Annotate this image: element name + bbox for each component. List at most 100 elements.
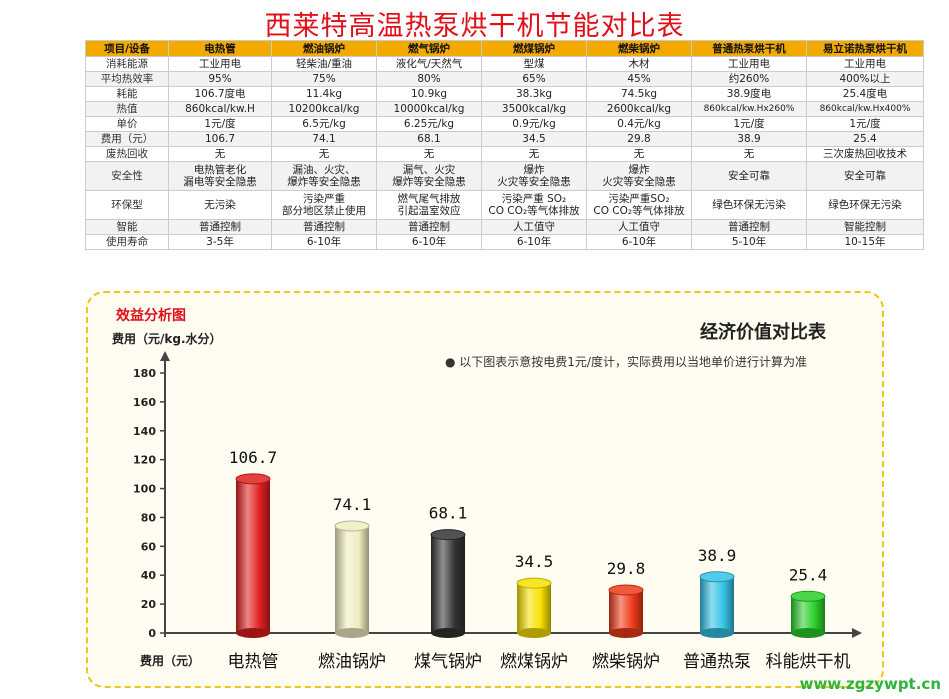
bar-base	[517, 628, 551, 638]
y-axis-unit-label: 费用（元/kg.水分）	[112, 332, 222, 346]
table-cell: 106.7度电	[168, 86, 272, 102]
table-cell: 工业用电	[168, 56, 272, 72]
table-cell: 1元/度	[168, 116, 272, 132]
table-cell: 漏气、火灾 爆炸等安全隐患	[376, 161, 482, 191]
bar	[516, 577, 552, 638]
table-cell: 34.5	[481, 131, 587, 147]
row-label-cell: 安全性	[85, 161, 169, 191]
x-category-label: 电热管	[228, 652, 279, 672]
table-row: 单价 1元/度 6.5元/kg 6.25元/kg 0.9元/kg 0.4元/kg 1元/度 1…	[85, 116, 924, 132]
bar-base	[609, 628, 643, 638]
table-cell: 2600kcal/kg	[586, 101, 692, 117]
table-cell: 型煤	[481, 56, 587, 72]
table-cell: 38.9	[691, 131, 807, 147]
table-cell: 普通控制	[691, 219, 807, 235]
bar	[699, 571, 735, 638]
table-cell: 6-10年	[481, 234, 587, 250]
table-header-cell: 电热管	[168, 40, 272, 57]
bar	[790, 590, 826, 638]
y-axis-arrow	[160, 351, 170, 361]
row-label-cell: 平均热效率	[85, 71, 169, 87]
comparison-table: 项目/设备 电热管 燃油锅炉 燃气锅炉 燃煤锅炉 燃柴锅炉 普通热泵烘干机 易立诺热泵烘干机 …	[85, 40, 924, 250]
chart-panel	[86, 291, 884, 688]
table-cell: 无污染	[168, 190, 272, 220]
table-cell: 约260%	[691, 71, 807, 87]
x-category-label: 燃油锅炉	[318, 652, 386, 672]
table-cell: 5-10年	[691, 234, 807, 250]
bar-body	[609, 589, 643, 633]
bar-base	[431, 628, 465, 638]
table-cell: 6-10年	[271, 234, 377, 250]
y-tick-label: 0	[148, 627, 156, 640]
table-cell: 95%	[168, 71, 272, 87]
y-tick-label: 180	[133, 367, 156, 380]
bar-body	[517, 583, 551, 633]
bar-cap	[790, 590, 826, 602]
x-axis-arrow	[852, 628, 862, 638]
bar-body	[236, 478, 270, 633]
row-label-cell: 耗能	[85, 86, 169, 102]
x-category-label: 普通热泵	[683, 652, 751, 672]
row-label-cell: 使用寿命	[85, 234, 169, 250]
table-cell: 74.5kg	[586, 86, 692, 102]
table-cell: 400%以上	[806, 71, 924, 87]
table-cell: 6-10年	[586, 234, 692, 250]
row-label-cell: 智能	[85, 219, 169, 235]
table-header-cell: 燃煤锅炉	[481, 40, 587, 57]
bar-cap	[430, 529, 466, 541]
bar-body	[700, 576, 734, 633]
bar-cap	[608, 584, 644, 596]
table-cell: 6.5元/kg	[271, 116, 377, 132]
x-category-label: 科能烘干机	[766, 652, 851, 672]
table-cell: 1元/度	[806, 116, 924, 132]
table-row: 废热回收无无无无无无三次废热回收技术	[85, 146, 924, 162]
table-cell: 无	[271, 146, 377, 162]
row-label-cell: 废热回收	[85, 146, 169, 162]
x-category-label: 燃煤锅炉	[500, 652, 568, 672]
row-label-cell: 环保型	[85, 190, 169, 220]
table-cell: 80%	[376, 71, 482, 87]
table-row: 费用（元） 106.7 74.1 68.1 34.5 29.8 38.9 25.4	[85, 131, 924, 147]
bar	[334, 520, 370, 638]
y-tick-label: 100	[133, 483, 156, 496]
table-row: 消耗能源 工业用电 轻柴油/重油 液化气/天然气 型煤 木材 工业用电 工业用电	[85, 56, 924, 72]
bar-body	[335, 525, 369, 633]
bar-cap	[235, 473, 271, 485]
y-tick-label: 60	[141, 540, 157, 553]
table-cell: 电热管老化 漏电等安全隐患	[168, 161, 272, 191]
table-cell: 860kcal/kw.H	[168, 101, 272, 117]
x-category-label: 煤气锅炉	[414, 652, 482, 672]
table-cell: 10-15年	[806, 234, 924, 250]
y-tick-label: 80	[141, 511, 157, 524]
table-cell: 6.25元/kg	[376, 116, 482, 132]
bar-cap	[699, 571, 735, 583]
bar-base	[791, 628, 825, 638]
chart-note: ● 以下图表示意按电费1元/度计，实际费用以当地单价进行计算为准	[445, 355, 807, 369]
table-cell: 3500kcal/kg	[481, 101, 587, 117]
table-cell: 工业用电	[691, 56, 807, 72]
table-cell: 安全可靠	[691, 161, 807, 191]
bar-value-label: 106.7	[229, 448, 277, 467]
table-cell: 25.4度电	[806, 86, 924, 102]
x-category-label: 燃柴锅炉	[592, 652, 660, 672]
bar-value-label: 68.1	[429, 504, 468, 523]
bar-value-label: 34.5	[515, 552, 554, 571]
analysis-title: 效益分析图	[116, 308, 186, 324]
table-cell: 65%	[481, 71, 587, 87]
table-cell: 爆炸 火灾等安全隐患	[481, 161, 587, 191]
table-cell: 污染严重 SO₂ CO CO₂等气体排放	[481, 190, 587, 220]
row-label-cell: 热值	[85, 101, 169, 117]
bar-value-label: 25.4	[789, 565, 828, 584]
bar-body	[431, 534, 465, 633]
table-header-cell: 燃柴锅炉	[586, 40, 692, 57]
table-cell: 38.3kg	[481, 86, 587, 102]
table-cell: 无	[481, 146, 587, 162]
table-cell: 人工值守	[586, 219, 692, 235]
bar-value-label: 74.1	[333, 495, 372, 514]
bar-value-label: 29.8	[607, 559, 646, 578]
y-tick-label: 20	[141, 598, 157, 611]
table-cell: 污染严重SO₂ CO CO₂等气体排放	[586, 190, 692, 220]
bar	[430, 529, 466, 638]
y-tick-label: 40	[141, 569, 157, 582]
